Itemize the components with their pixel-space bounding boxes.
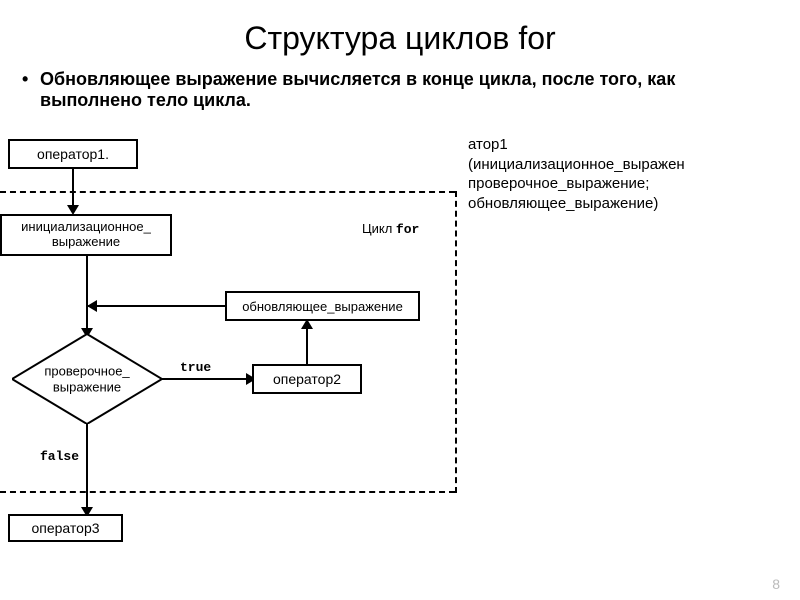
dashed-bottom (0, 491, 455, 493)
page-number: 8 (772, 576, 780, 592)
side-code-line4: обновляющее_выражение) (468, 194, 798, 214)
flowchart-diagram: оператор1. Цикл for Цикл for инициализац… (0, 119, 800, 579)
label-false: false (40, 449, 79, 464)
bullet-paragraph: Обновляющее выражение вычисляется в конц… (0, 57, 800, 119)
node-op2-label: оператор2 (273, 371, 341, 387)
cycle-label-overlay: Цикл for (360, 221, 421, 237)
node-check-label: проверочное_выражение (12, 363, 162, 394)
dashed-top (0, 191, 455, 193)
edge-check-op2 (162, 378, 250, 380)
arrowhead-icon (301, 319, 313, 329)
side-code-line3: проверочное_выражение; (468, 174, 798, 194)
edge-check-op3 (86, 424, 88, 514)
edge-op2-update (306, 325, 308, 364)
node-op1-label: оператор1. (37, 146, 109, 162)
label-true: true (180, 360, 211, 375)
side-code-line2: (инициализационное_выражен (468, 155, 798, 175)
node-op3-label: оператор3 (31, 520, 99, 536)
dashed-right (455, 191, 457, 493)
side-code-panel: атор1 (инициализационное_выражен проверо… (468, 135, 798, 213)
side-code-line1: атор1 (468, 135, 798, 155)
page-title: Структура циклов for (0, 0, 800, 57)
edge-update-loop-h (87, 305, 225, 307)
node-op3: оператор3 (8, 514, 123, 542)
node-init-label: инициализационное_выражение (21, 220, 151, 250)
node-init: инициализационное_выражение (0, 214, 172, 256)
edge-init-check (86, 256, 88, 332)
node-op1: оператор1. (8, 139, 138, 169)
node-update: обновляющее_выражение (225, 291, 420, 321)
node-check: проверочное_выражение (12, 334, 162, 424)
node-op2: оператор2 (252, 364, 362, 394)
edge-op1-init (72, 169, 74, 209)
node-update-label: обновляющее_выражение (242, 299, 403, 314)
arrowhead-icon (87, 300, 97, 312)
